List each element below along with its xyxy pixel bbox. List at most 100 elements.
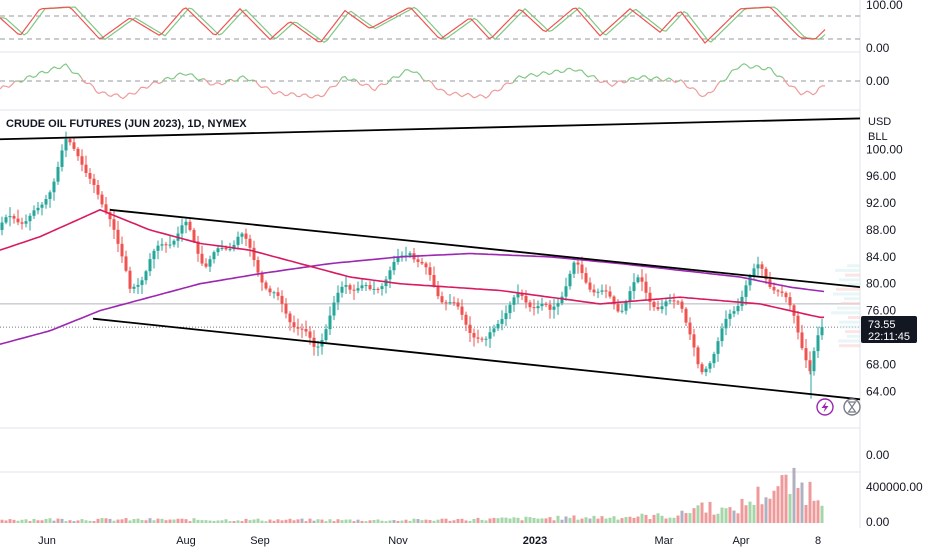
volume-bar xyxy=(728,507,732,523)
volume-bar xyxy=(604,518,608,523)
volume-bar xyxy=(416,519,420,523)
oscillator-segment xyxy=(464,92,469,96)
time-axis[interactable]: Jun Aug Sep Nov 2023 Mar Apr 8 xyxy=(38,535,821,547)
price-tick: 100.00 xyxy=(866,142,903,156)
volume-bar xyxy=(496,518,500,523)
countdown-timer: 22:11:45 xyxy=(868,331,910,343)
candle xyxy=(128,266,132,294)
volume-bar xyxy=(8,519,12,523)
volume-bar xyxy=(204,520,208,523)
oscillator-segment xyxy=(254,80,259,85)
oscillator-segment xyxy=(401,69,406,75)
volume-bar xyxy=(644,514,648,523)
oscillator-segment xyxy=(344,76,349,81)
candle xyxy=(360,278,364,291)
volume-bar xyxy=(808,481,812,523)
candle xyxy=(812,347,816,376)
volume-bar xyxy=(540,518,544,523)
candle xyxy=(136,278,140,295)
oscillator-segment xyxy=(731,68,736,71)
oscillator-segment xyxy=(149,81,154,87)
price-axis[interactable]: 100.00 0.00 0.00 USD BLL 64.0068.0072.00… xyxy=(866,0,923,529)
oscillator-segment xyxy=(485,95,490,99)
oscillator-segment xyxy=(200,78,205,81)
volume-bar xyxy=(444,518,448,523)
oscillator-segment xyxy=(713,85,718,91)
candle xyxy=(36,202,40,215)
candle xyxy=(704,366,708,377)
oscillator-segment xyxy=(368,84,373,90)
candle xyxy=(488,326,492,348)
oscillator-segment xyxy=(584,73,589,78)
candle xyxy=(388,266,392,289)
candle xyxy=(680,299,684,313)
oscillator-segment xyxy=(119,96,124,100)
volume-bar xyxy=(408,520,412,523)
candle xyxy=(788,292,792,312)
volume-bar xyxy=(172,519,176,523)
volume-bar xyxy=(124,518,128,523)
trendline[interactable] xyxy=(92,317,861,401)
volume-bar xyxy=(484,520,488,523)
symbol-title[interactable]: CRUDE OIL FUTURES (JUN 2023), 1D, NYMEX xyxy=(6,118,247,130)
oscillator-segment xyxy=(458,94,463,98)
oscillator-segment xyxy=(95,90,100,95)
candle xyxy=(428,262,432,281)
oscillator-segment xyxy=(542,71,547,74)
candle xyxy=(532,299,536,316)
candle xyxy=(424,261,428,275)
candle xyxy=(764,266,768,285)
oscillator-segment xyxy=(449,92,454,96)
oscillator-segment xyxy=(764,66,769,71)
volume-bar xyxy=(152,520,156,523)
volume-bar xyxy=(140,519,144,523)
oscillator-segment xyxy=(0,85,4,90)
volume-bar xyxy=(800,482,804,523)
candle xyxy=(300,323,304,339)
candle xyxy=(392,255,396,275)
candle xyxy=(548,300,552,319)
volume-bar xyxy=(504,517,508,523)
candle xyxy=(572,260,576,279)
oscillator-segment xyxy=(167,76,172,80)
oscillator-segment xyxy=(446,93,451,96)
volume-bar xyxy=(332,521,336,523)
candle xyxy=(12,213,16,224)
oscillator-segment xyxy=(608,83,613,87)
candle xyxy=(700,362,704,375)
candle xyxy=(316,340,320,357)
oscillator-segment xyxy=(623,81,628,84)
candle xyxy=(84,155,88,177)
oscillator-segment xyxy=(674,80,679,84)
oscillator-segment xyxy=(164,76,169,79)
lightning-icon[interactable] xyxy=(816,398,834,416)
candle xyxy=(652,300,656,311)
oscillator-segment xyxy=(233,80,238,82)
oscillator-segment xyxy=(5,85,10,88)
trendline[interactable] xyxy=(0,117,861,141)
volume-bar xyxy=(208,520,212,523)
oscillator-segment xyxy=(803,90,808,94)
volume-bar xyxy=(792,467,796,523)
volume-bar xyxy=(268,519,272,523)
hourglass-icon[interactable] xyxy=(843,398,861,416)
volume-bar xyxy=(452,520,456,523)
volume-bar xyxy=(388,520,392,523)
oscillator-segment xyxy=(383,83,388,86)
candle xyxy=(144,269,148,285)
candle xyxy=(108,208,112,227)
candle xyxy=(96,179,100,200)
candle xyxy=(48,190,52,208)
trendline[interactable] xyxy=(109,208,861,288)
trendlines[interactable] xyxy=(0,117,861,401)
volume-bar xyxy=(336,519,340,523)
candle xyxy=(80,149,84,172)
candle xyxy=(8,207,12,227)
candle xyxy=(364,282,368,291)
oscillator-segment xyxy=(491,89,496,92)
oscillator-segment xyxy=(365,83,370,86)
volume-bar xyxy=(596,518,600,523)
oscillator-segment xyxy=(11,80,16,86)
oscillator-segment xyxy=(500,84,505,90)
